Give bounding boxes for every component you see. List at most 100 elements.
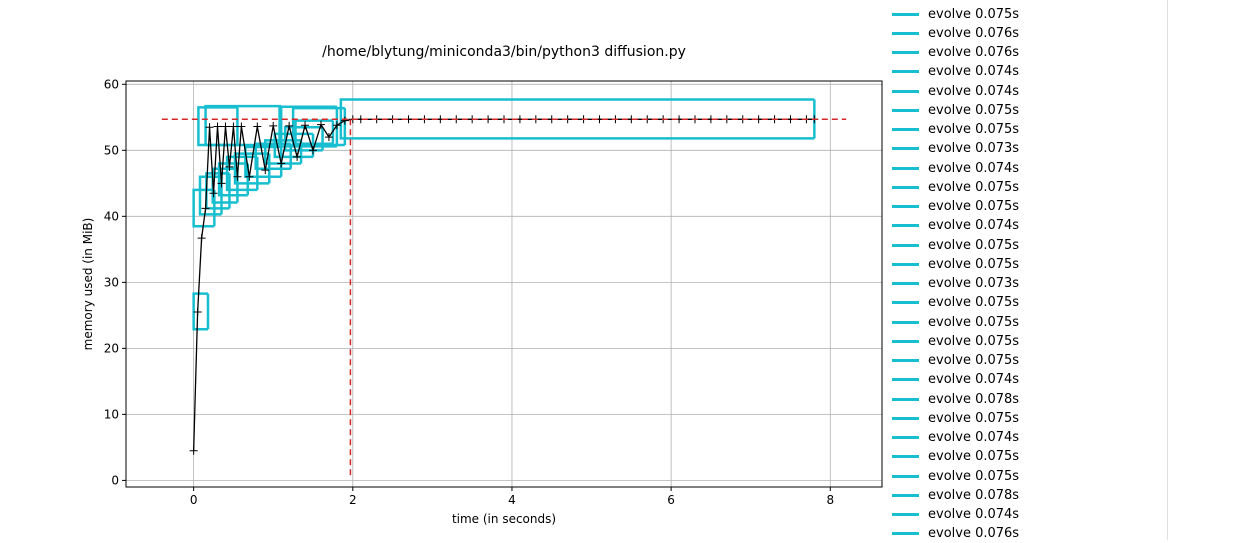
- legend-label: evolve 0.075s: [928, 237, 1020, 253]
- legend-swatch: [892, 70, 919, 74]
- legend-swatch: [892, 166, 919, 170]
- y-tick-label: 60: [104, 77, 119, 91]
- legend-swatch: [892, 128, 919, 131]
- memory-point: [197, 234, 206, 243]
- legend-item: evolve 0.076s: [892, 24, 1019, 42]
- y-tick-label: 10: [104, 407, 119, 421]
- function-bracket-start: [254, 142, 291, 171]
- memory-point: [293, 152, 302, 161]
- legend-item: evolve 0.075s: [892, 313, 1019, 331]
- legend-item: evolve 0.074s: [892, 63, 1019, 81]
- legend-swatch: [892, 339, 919, 343]
- legend-label: evolve 0.074s: [928, 372, 1020, 388]
- legend-swatch: [892, 31, 919, 35]
- memory-point: [269, 121, 278, 130]
- memory-point: [217, 179, 226, 188]
- legend-label: evolve 0.074s: [928, 507, 1020, 522]
- function-bracket-start: [244, 145, 282, 178]
- legend-swatch: [892, 320, 919, 324]
- function-bracket-start: [278, 105, 337, 148]
- function-bracket-start: [198, 175, 222, 216]
- legend-label: evolve 0.073s: [928, 276, 1020, 291]
- memory-point: [277, 159, 286, 168]
- memory-point: [324, 133, 333, 142]
- y-tick-label: 30: [104, 275, 119, 289]
- function-bracket-start: [294, 119, 333, 145]
- legend-swatch: [892, 455, 919, 459]
- ticks: 0 2 4 6 8 0 10 20 30 40 50 60: [104, 77, 834, 507]
- legend-item: evolve 0.075s: [892, 236, 1019, 254]
- legend-label: evolve 0.074s: [928, 160, 1020, 176]
- function-bracket-start: [192, 188, 215, 228]
- chart-title: /home/blytung/miniconda3/bin/python3 dif…: [322, 44, 686, 60]
- legend-swatch: [892, 185, 919, 189]
- brackets: [192, 98, 816, 331]
- function-bracket-start: [225, 155, 258, 192]
- legend-label: evolve 0.078s: [928, 391, 1020, 407]
- memory-series: [189, 115, 819, 455]
- legend-item: evolve 0.075s: [892, 294, 1019, 312]
- function-bracket-start: [339, 98, 815, 140]
- legend-swatch: [892, 12, 919, 16]
- memory-point: [193, 308, 202, 317]
- legend-item: evolve 0.074s: [892, 159, 1019, 177]
- legend-label: evolve 0.075s: [928, 353, 1020, 368]
- memory-point: [332, 121, 341, 130]
- legend-swatch: [892, 224, 919, 228]
- legend-item: evolve 0.078s: [892, 486, 1019, 504]
- legend-item: evolve 0.075s: [892, 352, 1019, 370]
- memory-point: [205, 123, 214, 132]
- legend-item: evolve 0.078s: [892, 390, 1019, 408]
- legend: evolve 0.075s evolve 0.076s evolve 0.076s e…: [888, 0, 1168, 543]
- legend-item: evolve 0.073s: [892, 275, 1019, 293]
- y-tick-label: 0: [111, 473, 119, 487]
- y-tick-label: 50: [104, 143, 119, 157]
- function-bracket-start: [283, 125, 323, 152]
- memory-point: [261, 166, 270, 175]
- legend-label: evolve 0.074s: [928, 430, 1020, 445]
- legend-item: evolve 0.075s: [892, 255, 1019, 273]
- legend-label: evolve 0.075s: [928, 6, 1020, 22]
- legend-item: evolve 0.074s: [892, 217, 1019, 235]
- legend-label: evolve 0.073s: [928, 141, 1020, 157]
- memory-point: [201, 204, 210, 213]
- y-axis-label: memory used (in MiB): [81, 218, 95, 351]
- legend-label: evolve 0.075s: [928, 314, 1020, 330]
- y-tick-label: 20: [104, 341, 119, 355]
- legend-item: evolve 0.075s: [892, 198, 1019, 216]
- memory-point: [245, 172, 254, 181]
- legend-item: evolve 0.075s: [892, 5, 1019, 23]
- legend-label: evolve 0.075s: [928, 122, 1020, 137]
- legend-swatch: [892, 205, 919, 208]
- legend-swatch: [892, 301, 919, 305]
- legend-label: evolve 0.076s: [928, 526, 1020, 542]
- memory-point: [225, 162, 234, 171]
- plot-frame: [125, 80, 883, 488]
- memory-point: [209, 189, 218, 198]
- legend-label: evolve 0.074s: [928, 218, 1020, 234]
- memory-point: [189, 446, 198, 455]
- legend-label: evolve 0.075s: [928, 295, 1020, 311]
- legend-label: evolve 0.075s: [928, 449, 1020, 465]
- legend-swatch: [892, 416, 919, 420]
- function-bracket-start: [192, 292, 208, 331]
- legend-label: evolve 0.075s: [928, 410, 1020, 426]
- legend-swatch: [892, 108, 919, 112]
- memory-point: [285, 121, 294, 130]
- legend-swatch: [892, 436, 919, 439]
- legend-label: evolve 0.074s: [928, 64, 1020, 80]
- memory-point: [309, 146, 318, 155]
- legend-item: evolve 0.075s: [892, 409, 1019, 427]
- legend-item: evolve 0.075s: [892, 121, 1019, 139]
- legend-item: evolve 0.076s: [892, 525, 1019, 543]
- x-axis-label: time (in seconds): [452, 512, 556, 526]
- legend-swatch: [892, 513, 919, 516]
- legend-swatch: [892, 262, 919, 266]
- legend-item: evolve 0.076s: [892, 44, 1019, 62]
- legend-item: evolve 0.074s: [892, 506, 1019, 524]
- memory-point: [340, 116, 349, 125]
- legend-label: evolve 0.075s: [928, 468, 1020, 484]
- legend-item: evolve 0.073s: [892, 140, 1019, 158]
- legend-swatch: [892, 282, 919, 285]
